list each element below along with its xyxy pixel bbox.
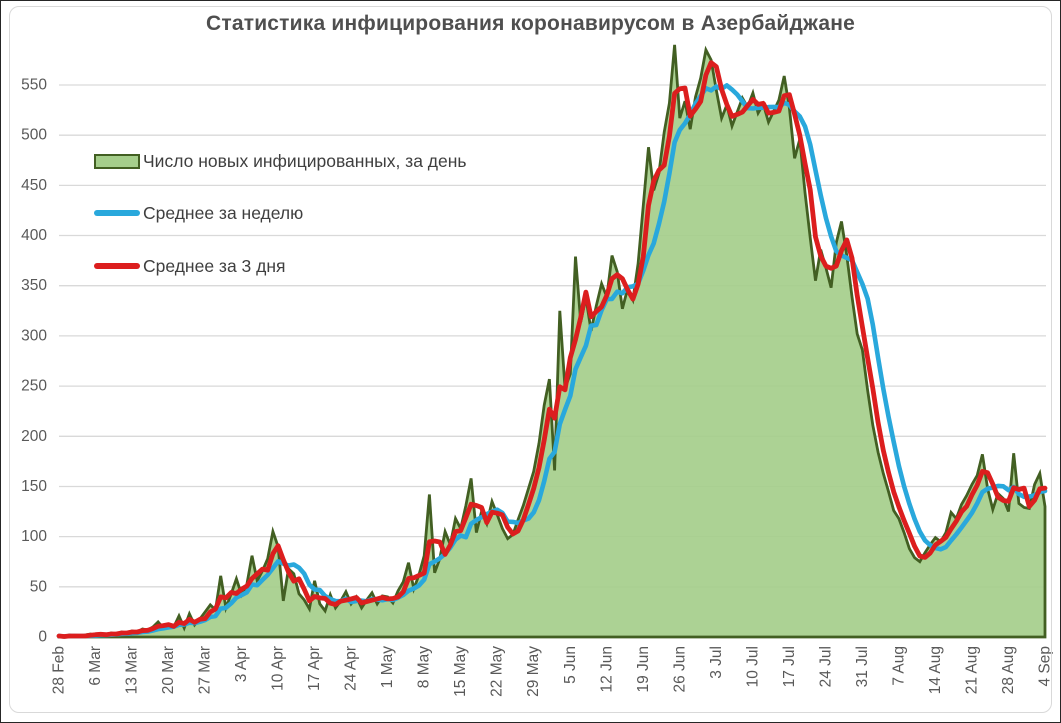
svg-text:24 Apr: 24 Apr	[343, 646, 360, 691]
svg-text:31 Jul: 31 Jul	[854, 646, 871, 687]
svg-text:0: 0	[38, 629, 47, 646]
svg-text:24 Jul: 24 Jul	[817, 646, 834, 687]
svg-text:19 Jun: 19 Jun	[635, 646, 652, 693]
svg-text:6 Mar: 6 Mar	[87, 646, 104, 686]
svg-text:150: 150	[21, 478, 47, 495]
svg-text:26 Jun: 26 Jun	[671, 646, 688, 693]
svg-text:12 Jun: 12 Jun	[598, 646, 615, 693]
svg-text:5 Jun: 5 Jun	[562, 646, 579, 684]
chart-title: Статистика инфицирования коронавирусом в…	[205, 12, 856, 35]
legend-item-3day-average: Среднее за 3 дня	[94, 255, 286, 277]
svg-text:7 Aug: 7 Aug	[890, 646, 907, 686]
svg-text:13 Mar: 13 Mar	[124, 646, 141, 694]
svg-text:1 May: 1 May	[379, 646, 396, 688]
svg-text:500: 500	[21, 127, 47, 144]
svg-text:10 Apr: 10 Apr	[270, 646, 287, 691]
svg-text:20 Mar: 20 Mar	[160, 646, 177, 694]
svg-text:50: 50	[30, 578, 48, 595]
svg-text:22 May: 22 May	[489, 646, 506, 697]
svg-text:10 Jul: 10 Jul	[744, 646, 761, 687]
legend-label-3day-average: Среднее за 3 дня	[143, 255, 286, 276]
legend-item-weekly-average: Среднее за неделю	[94, 202, 303, 224]
svg-text:200: 200	[21, 428, 47, 445]
svg-text:300: 300	[21, 327, 47, 344]
svg-text:29 May: 29 May	[525, 646, 542, 697]
svg-text:3 Apr: 3 Apr	[233, 646, 250, 682]
svg-text:4 Sep: 4 Sep	[1037, 646, 1054, 687]
svg-text:28 Feb: 28 Feb	[51, 646, 68, 694]
weekly-average-line	[56, 83, 1048, 639]
svg-text:27 Mar: 27 Mar	[197, 646, 214, 694]
svg-text:21 Aug: 21 Aug	[964, 646, 981, 694]
svg-text:8 May: 8 May	[416, 646, 433, 688]
three-day-average-line	[56, 60, 1048, 639]
svg-text:17 Apr: 17 Apr	[306, 646, 323, 691]
legend-item-daily-cases: Число новых инфицированных, за день	[94, 150, 467, 172]
area-swatch-icon	[94, 153, 140, 169]
svg-text:400: 400	[21, 227, 47, 244]
svg-text:14 Aug: 14 Aug	[927, 646, 944, 694]
svg-text:15 May: 15 May	[452, 646, 469, 697]
blue-line-swatch-icon	[94, 210, 140, 216]
svg-text:28 Aug: 28 Aug	[1000, 646, 1017, 694]
svg-text:17 Jul: 17 Jul	[781, 646, 798, 687]
svg-text:450: 450	[21, 177, 47, 194]
svg-text:100: 100	[21, 528, 47, 545]
svg-text:550: 550	[21, 77, 47, 94]
svg-text:250: 250	[21, 378, 47, 395]
svg-text:350: 350	[21, 277, 47, 294]
y-axis-labels: 0 50 100 150 200 250 300 350 400 450 500 550	[21, 77, 47, 646]
red-line-swatch-icon	[94, 263, 140, 269]
legend-label-daily-cases: Число новых инфицированных, за день	[143, 150, 467, 171]
x-axis-labels: 28 Feb 6 Mar 13 Mar 20 Mar 27 Mar 3 Apr 10 Apr…	[51, 646, 1054, 697]
legend-label-weekly-average: Среднее за неделю	[143, 202, 304, 223]
svg-text:3 Jul: 3 Jul	[708, 646, 725, 679]
area-series-daily-cases	[57, 44, 1047, 639]
